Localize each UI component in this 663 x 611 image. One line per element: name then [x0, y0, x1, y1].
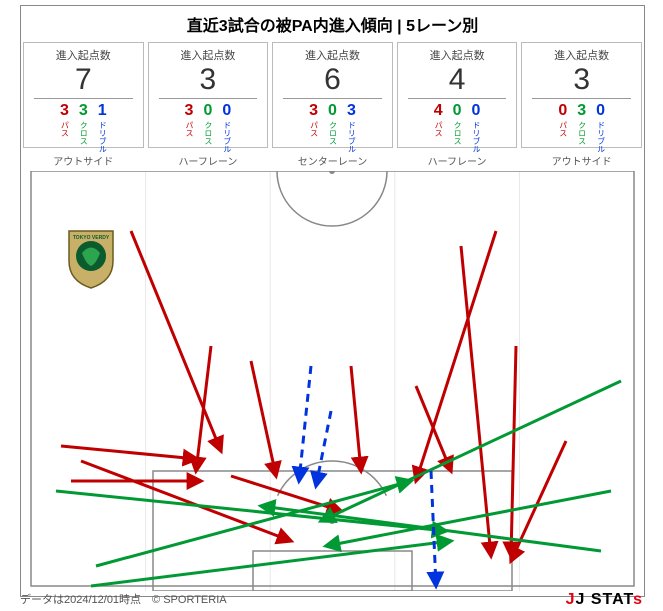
lane-header-label: 進入起点数 — [275, 47, 390, 63]
lane-2: 進入起点数63パス0クロス3ドリブル — [272, 42, 393, 148]
lane-pass: 3パス — [185, 103, 194, 153]
lane-dribble: 1ドリブル — [98, 103, 107, 153]
lane-total: 4 — [408, 63, 507, 99]
lane-name-3: ハーフレーン — [395, 150, 520, 171]
lane-total: 3 — [159, 63, 258, 99]
lane-cross: 0クロス — [328, 103, 337, 153]
lane-header-label: 進入起点数 — [524, 47, 639, 63]
lane-3: 進入起点数44パス0クロス0ドリブル — [397, 42, 518, 148]
lane-dribble: 0ドリブル — [222, 103, 231, 153]
lane-cross: 0クロス — [453, 103, 462, 153]
svg-text:TOKYO VERDY: TOKYO VERDY — [73, 235, 110, 241]
lane-breakdown: 3パス 0クロス 0ドリブル — [151, 103, 266, 153]
footer: データは2024/12/01時点 © SPORTERIA JJ STATs — [20, 591, 643, 609]
lane-name-2: センターレーン — [270, 150, 395, 171]
lane-pass: 0パス — [558, 103, 567, 153]
lane-total: 3 — [532, 63, 631, 99]
pitch-area: TOKYO VERDY — [21, 171, 644, 591]
lane-dribble: 0ドリブル — [596, 103, 605, 153]
chart-container: 直近3試合の被PA内進入傾向 | 5レーン別 進入起点数73パス3クロス1ドリブ… — [0, 0, 663, 611]
lane-summary-row: 進入起点数73パス3クロス1ドリブル進入起点数33パス0クロス0ドリブル進入起点… — [21, 40, 644, 150]
lane-cross: 0クロス — [203, 103, 212, 153]
lane-cross: 3クロス — [79, 103, 88, 153]
lane-cross: 3クロス — [577, 103, 586, 153]
lane-4: 進入起点数30パス3クロス0ドリブル — [521, 42, 642, 148]
lane-header-label: 進入起点数 — [26, 47, 141, 63]
chart-inner: 直近3試合の被PA内進入傾向 | 5レーン別 進入起点数73パス3クロス1ドリブ… — [20, 5, 645, 597]
lane-breakdown: 4パス 0クロス 0ドリブル — [400, 103, 515, 153]
team-badge: TOKYO VERDY — [69, 225, 113, 288]
lane-name-1: ハーフレーン — [146, 150, 271, 171]
lane-total: 7 — [34, 63, 133, 99]
lane-breakdown: 3パス 0クロス 3ドリブル — [275, 103, 390, 153]
jstats-logo: JJ STATs — [566, 591, 643, 609]
lane-name-0: アウトサイド — [21, 150, 146, 171]
pitch-svg: TOKYO VERDY — [21, 171, 644, 591]
lane-header-label: 進入起点数 — [400, 47, 515, 63]
footer-text: データは2024/12/01時点 © SPORTERIA — [20, 591, 227, 609]
lane-breakdown: 0パス 3クロス 0ドリブル — [524, 103, 639, 153]
lane-dribble: 0ドリブル — [472, 103, 481, 153]
lane-dribble: 3ドリブル — [347, 103, 356, 153]
lane-header-label: 進入起点数 — [151, 47, 266, 63]
lane-total: 6 — [283, 63, 382, 99]
lane-breakdown: 3パス 3クロス 1ドリブル — [26, 103, 141, 153]
chart-title: 直近3試合の被PA内進入傾向 | 5レーン別 — [21, 6, 644, 40]
lane-pass: 3パス — [60, 103, 69, 153]
lane-names-row: アウトサイドハーフレーンセンターレーンハーフレーンアウトサイド — [21, 150, 644, 171]
lane-pass: 4パス — [434, 103, 443, 153]
lane-0: 進入起点数73パス3クロス1ドリブル — [23, 42, 144, 148]
lane-1: 進入起点数33パス0クロス0ドリブル — [148, 42, 269, 148]
lane-pass: 3パス — [309, 103, 318, 153]
lane-name-4: アウトサイド — [519, 150, 644, 171]
